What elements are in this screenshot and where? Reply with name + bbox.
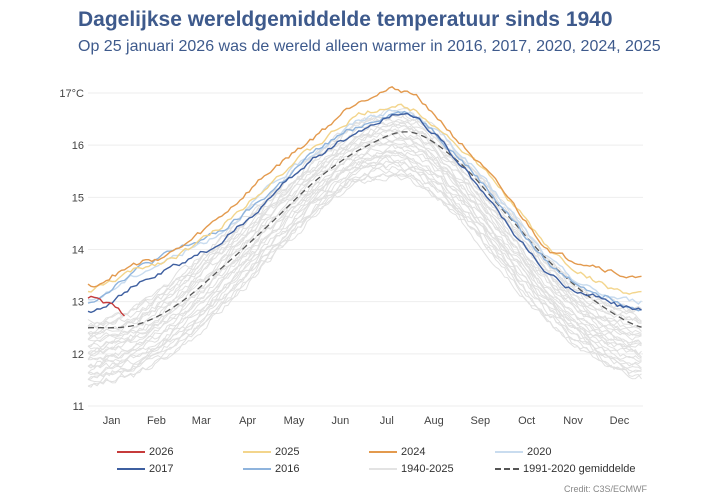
legend-swatch (117, 451, 145, 453)
x-tick-label: Nov (563, 415, 583, 427)
background-year-line (87, 167, 642, 380)
legend-item: 1991-2020 gemiddelde (495, 463, 636, 475)
y-tick-label: 12 (72, 349, 84, 361)
legend-swatch (243, 468, 271, 470)
legend-label: 2026 (149, 446, 174, 458)
legend-swatch (243, 451, 271, 453)
background-year-line (87, 156, 642, 374)
x-tick-label: May (284, 415, 305, 427)
chart-subtitle: Op 25 januari 2026 was de wereld alleen … (78, 38, 661, 55)
legend-label: 2025 (275, 446, 300, 458)
legend-item: 2020 (495, 446, 551, 458)
legend-item: 1940-2025 (369, 463, 454, 475)
x-tick-label: Dec (610, 415, 630, 427)
x-tick-label: Oct (518, 415, 535, 427)
background-year-line (87, 128, 642, 342)
background-year-line (87, 121, 642, 337)
x-tick-label: Feb (147, 415, 166, 427)
background-year-line (87, 161, 642, 376)
background-year-line (87, 164, 642, 383)
y-tick-label: 16 (72, 140, 84, 152)
series-line-2024 (87, 85, 642, 288)
y-tick-label: 17°C (59, 88, 84, 100)
x-tick-label: Aug (424, 415, 444, 427)
legend-label: 2024 (401, 446, 426, 458)
legend-swatch (117, 468, 145, 470)
legend-label: 2017 (149, 463, 174, 475)
y-tick-label: 11 (73, 401, 84, 413)
background-year-line (87, 132, 642, 348)
legend-swatch (369, 451, 397, 453)
legend-label: 2016 (275, 463, 300, 475)
x-tick-label: Jan (103, 415, 121, 427)
legend-label: 1991-2020 gemiddelde (523, 463, 636, 475)
legend-swatch (495, 468, 519, 470)
background-year-line (87, 154, 642, 369)
x-tick-label: Sep (471, 415, 491, 427)
legend-item: 2024 (369, 446, 425, 458)
background-year-line (87, 151, 642, 362)
x-tick-label: Jun (332, 415, 350, 427)
series-line-2025 (87, 103, 642, 295)
y-tick-label: 15 (72, 192, 84, 204)
background-year-line (87, 172, 642, 387)
legend-item: 2017 (117, 463, 173, 475)
series-line-2017 (87, 112, 642, 314)
background-year-line (87, 121, 642, 336)
background-year-line (87, 107, 642, 324)
x-tick-label: Mar (192, 415, 211, 427)
legend-swatch (369, 468, 397, 470)
legend-label: 1940-2025 (401, 463, 454, 475)
series-line-2020 (87, 108, 642, 305)
legend-swatch (495, 451, 523, 453)
credit: Credit: C3S/ECMWF (563, 484, 647, 494)
legend-item: 2026 (117, 446, 173, 458)
y-tick-label: 13 (72, 297, 84, 309)
legend-item: 2025 (243, 446, 299, 458)
x-tick-label: Jul (380, 415, 394, 427)
y-tick-label: 14 (72, 245, 84, 257)
chart-title: Dagelijkse wereldgemiddelde temperatuur … (78, 8, 613, 31)
series-line-2026 (87, 295, 125, 317)
background-year-line (87, 154, 642, 368)
series-line-1991-2020-gemiddelde (87, 131, 642, 329)
background-year-line (87, 139, 642, 354)
legend-label: 2020 (527, 446, 552, 458)
x-tick-label: Apr (239, 415, 256, 427)
legend-item: 2016 (243, 463, 299, 475)
